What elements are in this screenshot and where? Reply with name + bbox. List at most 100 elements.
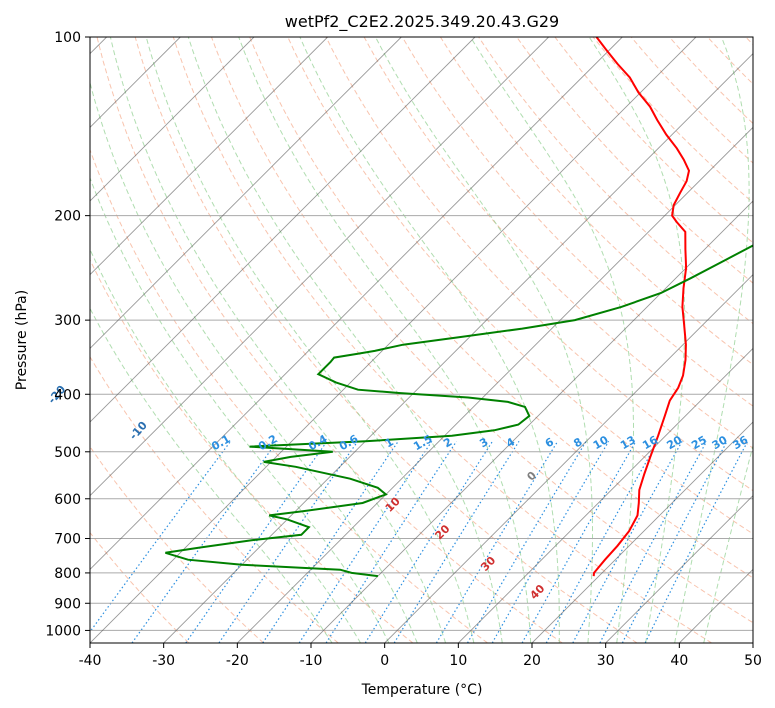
dry-adiabat — [90, 258, 414, 643]
dry-adiabat — [90, 531, 190, 643]
moist-adiabat — [145, 37, 475, 643]
dry-adiabat — [363, 37, 753, 449]
mixing-ratio-line — [364, 440, 494, 643]
y-tick-label: 200 — [54, 209, 81, 225]
y-tick-label: 1000 — [45, 623, 81, 639]
isotherm — [752, 642, 753, 643]
dry-adiabat — [172, 37, 712, 643]
moist-adiabat — [674, 37, 750, 643]
x-tick-label: 0 — [380, 653, 389, 669]
chart-title: wetPf2_C2E2.2025.349.20.43.G29 — [285, 12, 559, 32]
moist-adiabat — [375, 37, 593, 643]
dry-adiabat — [90, 355, 339, 643]
dewpoint-line — [165, 244, 753, 578]
mixing-ratio-line — [545, 440, 659, 643]
plot-frame — [89, 36, 754, 644]
moist-adiabat — [109, 37, 446, 643]
x-tick-label: 50 — [744, 653, 762, 669]
mixing-ratio-line — [491, 440, 610, 643]
isotherm — [458, 347, 753, 643]
isotherm — [90, 37, 697, 643]
x-tick-label: 20 — [523, 653, 541, 669]
isotherm — [531, 421, 753, 643]
profile-lines — [165, 37, 753, 578]
isotherm — [90, 37, 402, 349]
mixing-ratio-line — [185, 440, 328, 643]
mixing-ratio-label: 0.1 — [209, 432, 232, 453]
y-tick-label: 500 — [54, 445, 81, 461]
moist-adiabat-label: 30 — [478, 554, 498, 574]
moist-adiabat — [299, 37, 560, 643]
mixing-ratio-line — [599, 441, 708, 643]
isotherm — [90, 37, 328, 276]
moist-adiabat-label: 40 — [527, 582, 547, 602]
axes: -40 -30 -20 -10 0 10 20 30 40 5010020030040050060… — [45, 30, 762, 669]
mixing-ratio-line — [131, 440, 278, 643]
mixing-ratio-label: 0.2 — [256, 432, 279, 453]
mixing-ratio-label: 1 — [383, 435, 396, 450]
y-axis-label: Pressure (hPa) — [14, 290, 30, 390]
mixing-ratio-label: 6 — [543, 435, 556, 450]
mixing-ratio-label: 20 — [665, 433, 685, 452]
mixing-ratio-label: 30 — [710, 433, 730, 452]
mixing-ratio-line — [262, 440, 399, 643]
dry-adiabat — [439, 37, 753, 366]
mixing-ratio-line — [644, 441, 749, 643]
background-lines — [90, 37, 753, 643]
isotherm — [163, 53, 753, 643]
x-axis-label: Temperature (°C) — [361, 682, 483, 698]
x-tick-label: 30 — [597, 653, 615, 669]
mixing-ratio-line — [521, 440, 637, 643]
y-tick-label: 300 — [54, 313, 81, 329]
zero-label: 0 — [524, 469, 539, 484]
dry-adiabat — [90, 148, 488, 643]
dry-adiabat — [134, 37, 638, 643]
x-tick-label: -10 — [300, 653, 323, 669]
x-tick-label: -40 — [79, 653, 102, 669]
isotherm — [605, 495, 753, 643]
isotherm — [384, 274, 753, 643]
mixing-ratio-line — [90, 440, 232, 633]
mixing-ratio-line — [435, 440, 559, 643]
y-tick-label: 800 — [54, 566, 81, 582]
isotherm — [90, 37, 623, 570]
mixing-ratio-line — [218, 440, 359, 643]
moist-adiabat — [703, 443, 753, 643]
x-tick-label: 40 — [670, 653, 688, 669]
moist-adiabat-label: 10 — [383, 494, 403, 514]
dry-adiabat — [96, 37, 563, 643]
mixing-ratio-line — [298, 440, 433, 643]
dry-adiabat — [249, 37, 753, 579]
isotherm — [90, 37, 549, 497]
moist-adiabat-label: 20 — [433, 522, 453, 542]
moist-adiabat — [90, 80, 418, 643]
mixing-ratio-line — [325, 440, 458, 643]
mixing-ratio-line — [466, 440, 587, 643]
mixing-ratio-label: 25 — [689, 433, 709, 452]
mixing-ratio-label: 36 — [730, 433, 750, 452]
x-tick-label: 10 — [449, 653, 467, 669]
mixing-ratio-line — [621, 441, 728, 643]
mixing-ratio-label: 8 — [571, 435, 584, 450]
x-tick-label: -20 — [226, 653, 249, 669]
mixing-ratio-line — [393, 440, 520, 643]
dry-adiabat — [90, 445, 264, 643]
mixing-ratio-label: 13 — [618, 433, 638, 452]
dry-adiabat — [325, 37, 753, 492]
y-tick-label: 600 — [54, 492, 81, 508]
dry-adiabat — [707, 37, 753, 85]
mixing-ratio-label: 1.5 — [411, 432, 434, 453]
dry-adiabat — [745, 37, 753, 46]
y-tick-label: 700 — [54, 532, 81, 548]
isotherm — [90, 37, 476, 423]
moist-adiabat — [588, 37, 686, 643]
dry-adiabat — [554, 37, 753, 244]
moist-adiabat — [90, 176, 390, 643]
line-labels: 0.10.20.40.611.52346810131620253036-100-… — [45, 383, 750, 602]
y-tick-label: 900 — [54, 596, 81, 612]
moist-adiabat — [187, 37, 503, 643]
dry-adiabat — [211, 37, 753, 624]
x-tick-label: -30 — [152, 653, 175, 669]
temperature-line — [592, 37, 691, 577]
